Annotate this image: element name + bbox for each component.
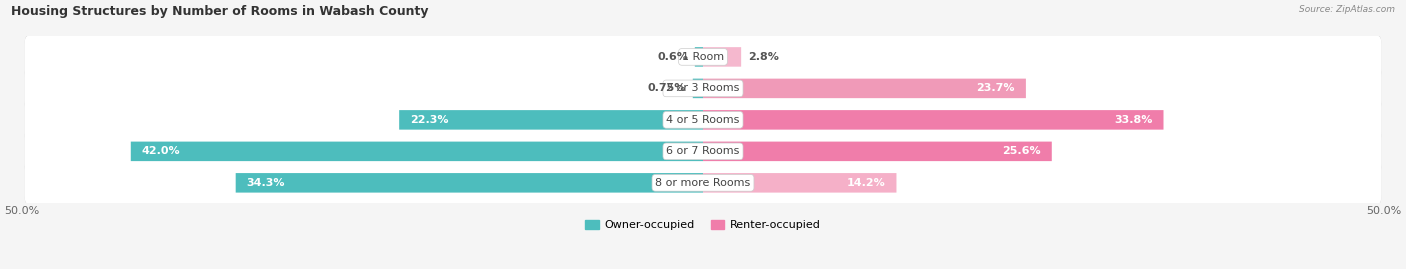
FancyBboxPatch shape: [703, 47, 741, 67]
FancyBboxPatch shape: [24, 66, 1382, 110]
FancyBboxPatch shape: [695, 47, 703, 67]
FancyBboxPatch shape: [131, 141, 703, 161]
FancyBboxPatch shape: [703, 173, 897, 193]
FancyBboxPatch shape: [24, 162, 1382, 204]
Text: 0.75%: 0.75%: [648, 83, 686, 93]
FancyBboxPatch shape: [24, 98, 1382, 142]
FancyBboxPatch shape: [24, 129, 1382, 173]
Text: 0.6%: 0.6%: [657, 52, 688, 62]
Text: 4 or 5 Rooms: 4 or 5 Rooms: [666, 115, 740, 125]
FancyBboxPatch shape: [24, 99, 1382, 141]
Text: 22.3%: 22.3%: [411, 115, 449, 125]
Legend: Owner-occupied, Renter-occupied: Owner-occupied, Renter-occupied: [581, 215, 825, 235]
FancyBboxPatch shape: [24, 130, 1382, 173]
Text: 23.7%: 23.7%: [977, 83, 1015, 93]
FancyBboxPatch shape: [24, 161, 1382, 205]
Text: 25.6%: 25.6%: [1002, 146, 1040, 156]
FancyBboxPatch shape: [399, 110, 703, 130]
Text: 8 or more Rooms: 8 or more Rooms: [655, 178, 751, 188]
FancyBboxPatch shape: [693, 79, 703, 98]
FancyBboxPatch shape: [703, 141, 1052, 161]
Text: 2 or 3 Rooms: 2 or 3 Rooms: [666, 83, 740, 93]
Text: 34.3%: 34.3%: [246, 178, 285, 188]
Text: 1 Room: 1 Room: [682, 52, 724, 62]
FancyBboxPatch shape: [24, 35, 1382, 79]
FancyBboxPatch shape: [24, 36, 1382, 78]
FancyBboxPatch shape: [703, 110, 1164, 130]
Text: 2.8%: 2.8%: [748, 52, 779, 62]
Text: 6 or 7 Rooms: 6 or 7 Rooms: [666, 146, 740, 156]
Text: Housing Structures by Number of Rooms in Wabash County: Housing Structures by Number of Rooms in…: [11, 5, 429, 18]
Text: 14.2%: 14.2%: [846, 178, 886, 188]
FancyBboxPatch shape: [24, 67, 1382, 110]
FancyBboxPatch shape: [703, 79, 1026, 98]
Text: Source: ZipAtlas.com: Source: ZipAtlas.com: [1299, 5, 1395, 14]
Text: 42.0%: 42.0%: [142, 146, 180, 156]
FancyBboxPatch shape: [236, 173, 703, 193]
Text: 33.8%: 33.8%: [1114, 115, 1153, 125]
